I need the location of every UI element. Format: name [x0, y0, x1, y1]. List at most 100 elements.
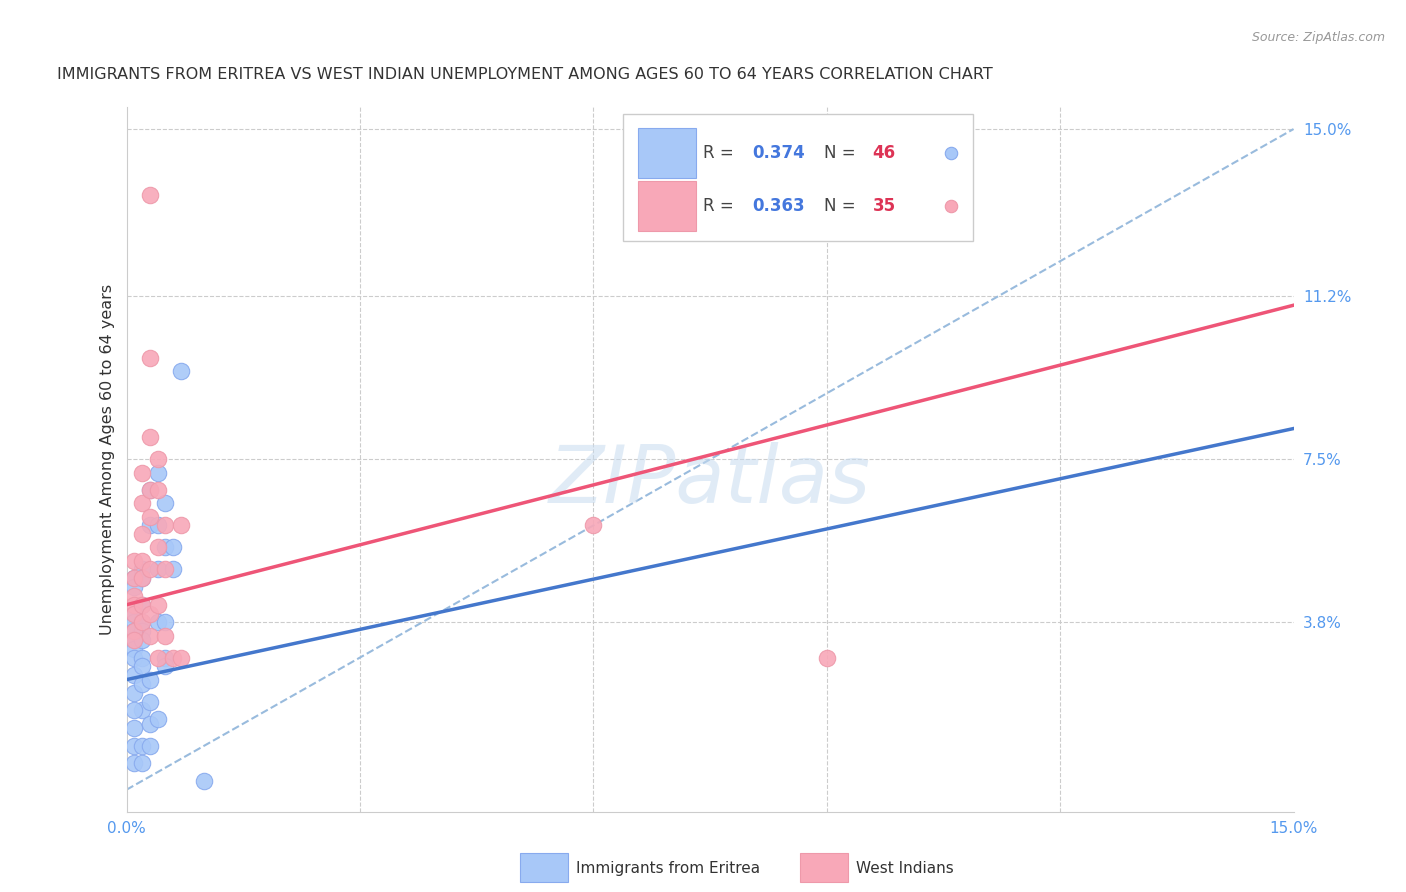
Point	[124, 571, 146, 585]
FancyBboxPatch shape	[623, 114, 973, 241]
Point	[131, 571, 153, 585]
Text: R =: R =	[703, 197, 738, 215]
Point	[124, 641, 146, 656]
Point	[162, 650, 184, 665]
Text: 46: 46	[873, 144, 896, 161]
Point	[124, 571, 146, 585]
Point	[131, 703, 153, 717]
Point	[155, 615, 177, 630]
Point	[170, 650, 193, 665]
Point	[170, 518, 193, 533]
Point	[146, 650, 169, 665]
Point	[124, 598, 146, 612]
Point	[155, 628, 177, 642]
Point	[131, 554, 153, 568]
Point	[124, 607, 146, 621]
Point	[193, 773, 215, 788]
FancyBboxPatch shape	[638, 128, 696, 178]
Point	[146, 466, 169, 480]
Point	[124, 624, 146, 639]
Point	[155, 496, 177, 510]
Point	[139, 628, 162, 642]
Point	[139, 562, 162, 576]
Point	[124, 580, 146, 594]
Point	[124, 554, 146, 568]
Text: Source: ZipAtlas.com: Source: ZipAtlas.com	[1251, 31, 1385, 45]
Point	[131, 615, 153, 630]
Point	[124, 668, 146, 682]
FancyBboxPatch shape	[638, 181, 696, 231]
Point	[582, 518, 605, 533]
Text: 35: 35	[873, 197, 896, 215]
Point	[131, 598, 153, 612]
Point	[139, 716, 162, 731]
Text: N =: N =	[824, 197, 860, 215]
Point	[131, 739, 153, 753]
Point	[155, 562, 177, 576]
Point	[131, 677, 153, 691]
Point	[155, 541, 177, 555]
Text: Immigrants from Eritrea: Immigrants from Eritrea	[576, 861, 761, 876]
Point	[131, 632, 153, 647]
Text: R =: R =	[703, 144, 738, 161]
Point	[131, 615, 153, 630]
Y-axis label: Unemployment Among Ages 60 to 64 years: Unemployment Among Ages 60 to 64 years	[100, 284, 115, 635]
Point	[139, 430, 162, 444]
Point	[124, 624, 146, 639]
Point	[124, 632, 146, 647]
Point	[131, 624, 153, 639]
Text: West Indians: West Indians	[856, 861, 953, 876]
Point	[124, 589, 146, 603]
Point	[124, 632, 146, 647]
Point	[124, 650, 146, 665]
Text: 0.374: 0.374	[752, 144, 804, 161]
Point	[146, 452, 169, 467]
Point	[131, 659, 153, 673]
Point	[124, 756, 146, 771]
Point	[131, 496, 153, 510]
Point	[131, 598, 153, 612]
Point	[146, 518, 169, 533]
Point	[124, 703, 146, 717]
Point	[139, 351, 162, 365]
Point	[124, 686, 146, 700]
Point	[155, 659, 177, 673]
FancyBboxPatch shape	[520, 854, 568, 882]
Text: IMMIGRANTS FROM ERITREA VS WEST INDIAN UNEMPLOYMENT AMONG AGES 60 TO 64 YEARS CO: IMMIGRANTS FROM ERITREA VS WEST INDIAN U…	[56, 67, 993, 82]
Point	[155, 518, 177, 533]
Point	[124, 615, 146, 630]
Point	[124, 607, 146, 621]
Point	[139, 673, 162, 687]
Point	[146, 562, 169, 576]
Point	[146, 712, 169, 726]
Point	[139, 188, 162, 202]
Point	[131, 527, 153, 541]
Point	[131, 756, 153, 771]
Text: 0.363: 0.363	[752, 197, 804, 215]
Point	[139, 483, 162, 498]
Text: N =: N =	[824, 144, 860, 161]
Point	[124, 721, 146, 735]
Point	[131, 562, 153, 576]
Point	[146, 598, 169, 612]
Point	[162, 562, 184, 576]
Point	[146, 483, 169, 498]
Point	[139, 607, 162, 621]
Point	[815, 650, 838, 665]
Point	[155, 650, 177, 665]
FancyBboxPatch shape	[800, 854, 848, 882]
Point	[124, 739, 146, 753]
Point	[139, 739, 162, 753]
Point	[139, 518, 162, 533]
Point	[139, 483, 162, 498]
Point	[146, 615, 169, 630]
Point	[131, 650, 153, 665]
Point	[139, 695, 162, 709]
Point	[139, 509, 162, 524]
Point	[170, 364, 193, 378]
Point	[131, 571, 153, 585]
Text: ZIPatlas: ZIPatlas	[548, 442, 872, 519]
Point	[146, 541, 169, 555]
Point	[131, 466, 153, 480]
Point	[162, 541, 184, 555]
